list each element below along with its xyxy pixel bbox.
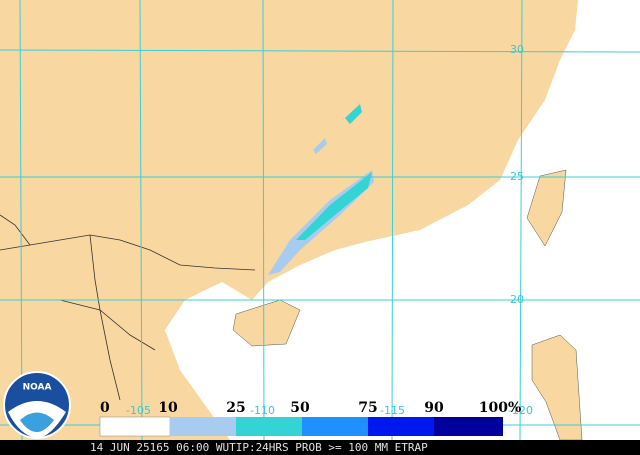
longitude-label: -115 [380,404,405,417]
legend [99,416,503,437]
longitude-line [19,0,23,441]
longitude-label: -120 [508,404,533,417]
precip [268,104,374,275]
graticule [0,0,640,441]
border [0,234,256,271]
latitude-label: 20 [510,293,524,306]
logo-wave [20,412,54,432]
latitude-label: 30 [510,43,524,56]
legend-swatch [434,417,503,436]
border [89,234,121,401]
legend-swatch [302,417,368,436]
noaa-logo: NOAA [3,371,71,439]
legend-label: 10 [158,400,178,416]
longitude-line [262,0,265,441]
longitude-line [519,0,523,441]
island-taiwan [526,169,567,247]
legend-label: 50 [290,400,310,416]
longitude-label: -110 [250,404,275,417]
caption: 14 JUN 25165 06:00 WUTIP:24HRS PROB >= 1… [90,441,428,454]
longitude-label: -105 [126,404,151,417]
caption-bar [0,440,640,455]
legend-label: 100% [479,400,522,416]
legend-label: 25 [226,400,245,416]
latitude-label: 25 [510,170,524,183]
legend-labels: 0 10 25 50 75 90 100% [100,400,521,416]
longitude-line [139,0,143,441]
legend-label: 90 [424,400,444,416]
legend-swatch [99,416,171,437]
legend-swatch [170,417,236,436]
precip-area [345,104,362,124]
legend-swatch [236,417,302,436]
legend-label: 75 [358,400,377,416]
precip-area [296,172,372,240]
legend-swatch [368,417,434,436]
precip-area [313,138,327,154]
border [0,214,31,246]
longitude-line [391,0,394,441]
logo-text: NOAA [23,383,52,393]
legend-label: 0 [100,400,110,416]
latitude-line [0,49,640,53]
